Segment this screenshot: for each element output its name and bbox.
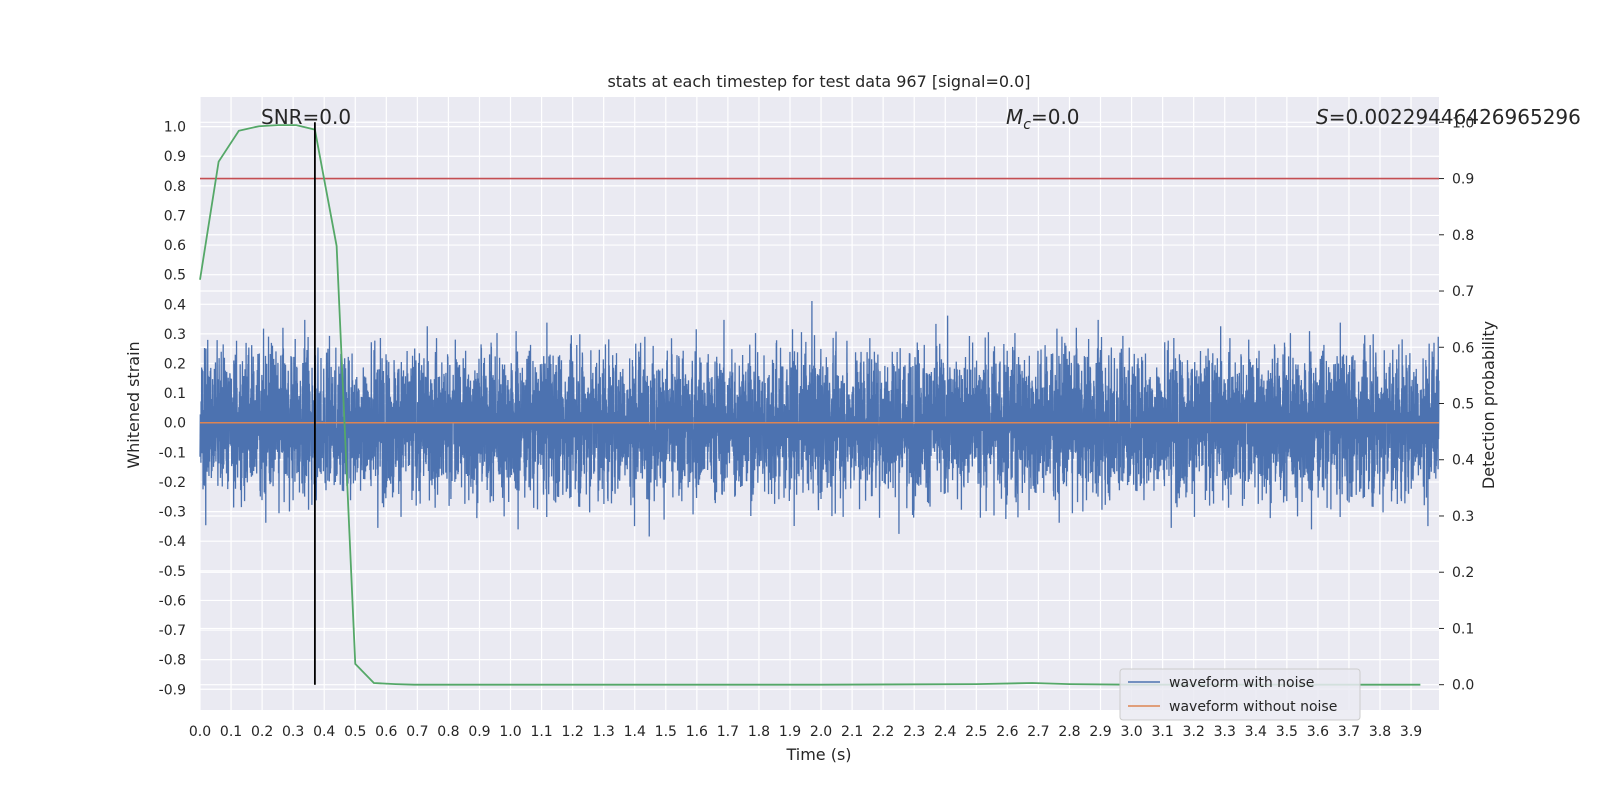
- y-tick-label: 0.8: [164, 179, 186, 195]
- x-tick-label: 2.9: [1089, 724, 1111, 740]
- series-waveform-with-noise: [199, 300, 1440, 537]
- s-value: =0.00229446426965296: [1329, 105, 1581, 129]
- y2-tick-label: 0.1: [1452, 621, 1474, 637]
- y-tick-label: 0.1: [164, 386, 186, 402]
- x-tick-label: 3.3: [1214, 724, 1236, 740]
- mc-symbol: M: [1006, 105, 1023, 129]
- x-tick-label: 3.2: [1183, 724, 1205, 740]
- legend-label-clean: waveform without noise: [1169, 699, 1337, 715]
- x-tick-label: 0.2: [251, 724, 273, 740]
- y-tick-label: 1.0: [164, 120, 186, 136]
- x-tick-label: 0.5: [344, 724, 366, 740]
- y-tick-label: 0.0: [164, 416, 186, 432]
- x-tick-label: 1.8: [748, 724, 770, 740]
- y2-tick-label: 0.5: [1452, 397, 1474, 413]
- x-tick-label: 1.6: [686, 724, 708, 740]
- y-tick-label: 0.3: [164, 327, 186, 343]
- y-tick-label: -0.8: [159, 653, 186, 669]
- y-axis-label: Whitened strain: [124, 341, 143, 468]
- axes: 0.0 0.1 0.2 0.3 0.4 0.5 0.6 0.7 0.8 0.9 1.0 1.1 1.2 1…: [159, 115, 1475, 740]
- chart-title: stats at each timestep for test data 967…: [607, 72, 1030, 91]
- series-layer: [199, 122, 1440, 686]
- x-tick-label: 3.9: [1400, 724, 1422, 740]
- y-tick-label: -0.4: [159, 534, 186, 550]
- y2-tick-label: 0.7: [1452, 284, 1474, 300]
- y-tick-label: 0.9: [164, 149, 186, 165]
- mc-value: =0.0: [1031, 105, 1080, 129]
- x-tick-label: 0.8: [437, 724, 459, 740]
- y-tick-label: -0.1: [159, 445, 186, 461]
- y-tick-label: -0.9: [159, 682, 186, 698]
- y2-tick-label: 0.3: [1452, 509, 1474, 525]
- x-tick-label: 1.5: [655, 724, 677, 740]
- y-tick-label: 0.5: [164, 268, 186, 284]
- y-tick-label: -0.6: [159, 593, 186, 609]
- x-tick-label: 2.7: [1027, 724, 1049, 740]
- series-detection-probability: [199, 124, 1421, 686]
- x-tick-label: 1.1: [530, 724, 552, 740]
- y2-tick-label: 0.2: [1452, 565, 1474, 581]
- x-tick-label: 0.4: [313, 724, 335, 740]
- s-annotation: S=0.00229446426965296: [1316, 105, 1581, 129]
- x-tick-label: 2.3: [903, 724, 925, 740]
- x-axis-label: Time (s): [785, 745, 851, 764]
- mc-subscript: c: [1023, 117, 1031, 133]
- x-tick-label: 3.8: [1369, 724, 1391, 740]
- x-tick-label: 0.0: [189, 724, 211, 740]
- x-tick-label: 1.9: [779, 724, 801, 740]
- mc-annotation: Mc=0.0: [1006, 105, 1080, 133]
- x-tick-label: 3.0: [1120, 724, 1142, 740]
- x-tick-label: 0.3: [282, 724, 304, 740]
- y-tick-label: 0.4: [164, 297, 186, 313]
- x-tick-label: 0.1: [220, 724, 242, 740]
- x-tick-label: 2.4: [934, 724, 956, 740]
- x-tick-label: 2.5: [965, 724, 987, 740]
- x-tick-label: 3.5: [1276, 724, 1298, 740]
- x-tick-label: 1.0: [499, 724, 521, 740]
- legend-label-noise: waveform with noise: [1169, 675, 1314, 691]
- y-tick-label: 0.7: [164, 208, 186, 224]
- x-tick-label: 2.8: [1058, 724, 1080, 740]
- legend: waveform with noise waveform without noi…: [1119, 668, 1361, 721]
- x-tick-label: 2.2: [872, 724, 894, 740]
- y-tick-label: -0.5: [159, 564, 186, 580]
- legend-box: [1119, 668, 1361, 721]
- x-tick-label: 3.7: [1338, 724, 1360, 740]
- x-tick-label: 1.7: [717, 724, 739, 740]
- x-tick-label: 0.7: [406, 724, 428, 740]
- x-tick-label: 0.9: [468, 724, 490, 740]
- x-tick-label: 1.3: [593, 724, 615, 740]
- x-tick-label: 3.1: [1151, 724, 1173, 740]
- y2-tick-label: 0.9: [1452, 172, 1474, 188]
- x-tick-label: 1.4: [624, 724, 646, 740]
- y-tick-label: 0.6: [164, 238, 186, 254]
- x-tick-label: 1.2: [561, 724, 583, 740]
- y-tick-label: 0.2: [164, 357, 186, 373]
- y-tick-label: -0.3: [159, 505, 186, 521]
- x-tick-label: 2.1: [841, 724, 863, 740]
- y2-tick-label: 1.0: [1452, 115, 1474, 131]
- x-tick-label: 3.4: [1245, 724, 1267, 740]
- y2-tick-label: 0.0: [1452, 678, 1474, 694]
- s-symbol: S: [1316, 105, 1329, 129]
- x-tick-label: 0.6: [375, 724, 397, 740]
- x-tick-label: 2.6: [996, 724, 1018, 740]
- snr-annotation: SNR=0.0: [261, 105, 351, 129]
- y2-tick-label: 0.6: [1452, 340, 1474, 356]
- x-tick-label: 2.0: [810, 724, 832, 740]
- y2-tick-label: 0.4: [1452, 453, 1474, 469]
- y2-tick-label: 0.8: [1452, 228, 1474, 244]
- x-tick-label: 3.6: [1307, 724, 1329, 740]
- y-tick-label: -0.2: [159, 475, 186, 491]
- y2-axis-label: Detection probability: [1479, 321, 1498, 489]
- y-tick-label: -0.7: [159, 623, 186, 639]
